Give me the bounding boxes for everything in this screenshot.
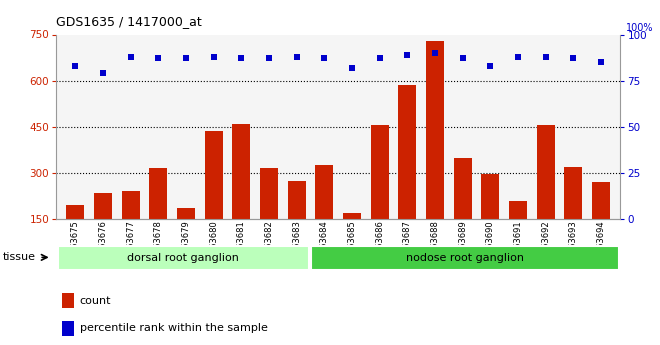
Text: 100%: 100%	[626, 23, 653, 33]
Bar	[453, 158, 472, 265]
Bar	[94, 193, 112, 265]
Bar	[481, 175, 500, 265]
Bar	[288, 181, 306, 265]
Text: GDS1635 / 1417000_at: GDS1635 / 1417000_at	[56, 16, 202, 29]
Bar	[592, 182, 610, 265]
Bar	[426, 41, 444, 265]
Text: percentile rank within the sample: percentile rank within the sample	[80, 323, 268, 333]
Bar	[177, 208, 195, 265]
FancyBboxPatch shape	[57, 246, 309, 269]
Text: tissue: tissue	[3, 253, 36, 262]
Bar	[537, 125, 554, 265]
Text: dorsal root ganglion: dorsal root ganglion	[127, 253, 239, 263]
Bar	[371, 125, 389, 265]
Text: nodose root ganglion: nodose root ganglion	[406, 253, 524, 263]
Bar	[62, 293, 74, 308]
Bar	[205, 131, 223, 265]
Bar	[509, 201, 527, 265]
Bar	[62, 321, 74, 336]
Bar	[564, 167, 582, 265]
Bar	[232, 124, 250, 265]
Bar	[260, 168, 278, 265]
Bar	[67, 205, 84, 265]
Bar	[399, 85, 416, 265]
FancyBboxPatch shape	[312, 246, 619, 269]
Text: count: count	[80, 296, 112, 306]
Bar	[149, 168, 168, 265]
Bar	[122, 191, 140, 265]
Bar	[343, 213, 361, 265]
Bar	[315, 165, 333, 265]
